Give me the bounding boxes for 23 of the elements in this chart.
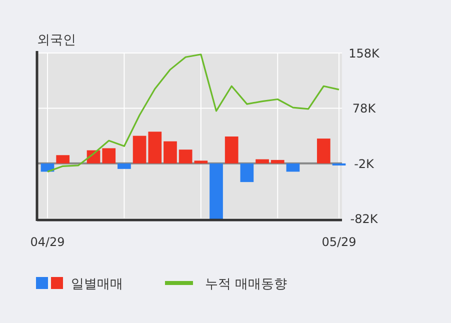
bar (148, 132, 162, 164)
chart-title: 외국인 (37, 33, 76, 48)
x-tick-label: 05/29 (322, 235, 356, 249)
bar (132, 136, 146, 164)
bar (256, 159, 269, 164)
bar (102, 148, 116, 164)
bar (164, 141, 177, 164)
bar (286, 163, 300, 172)
bar (316, 138, 330, 164)
x-tick-label: 04/29 (30, 235, 65, 249)
line-series (46, 54, 340, 172)
y-tick-label: 158K (348, 46, 381, 60)
y-tick-label: -2K (354, 156, 376, 171)
bar (270, 160, 284, 164)
bar (118, 163, 131, 169)
legend-label: 누적 매매동향 (205, 277, 288, 292)
legend-label: 일별매매 (71, 277, 123, 292)
bar (240, 163, 254, 182)
y-tick-label: 78K (352, 102, 377, 116)
y-tick-label: -82K (350, 212, 379, 226)
bar (210, 163, 223, 220)
bar (56, 155, 70, 164)
bar (224, 136, 238, 164)
